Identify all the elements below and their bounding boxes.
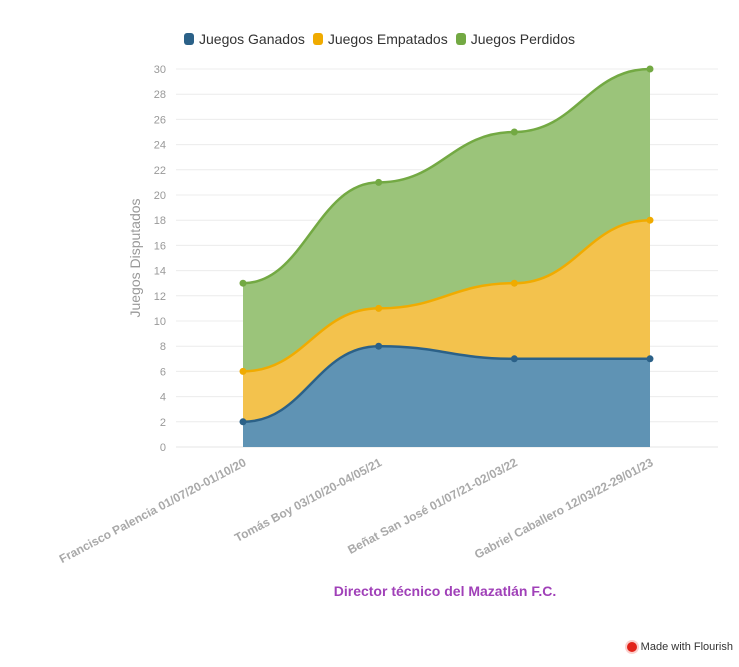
point-empatados (646, 216, 654, 224)
legend-label-ganados: Juegos Ganados (199, 31, 305, 47)
legend-swatch-empatados (312, 33, 323, 45)
y-tick-label: 10 (154, 316, 166, 328)
y-tick-label: 26 (154, 114, 166, 126)
y-tick-label: 2 (160, 417, 166, 429)
point-empatados (239, 367, 247, 375)
y-tick-label: 18 (154, 215, 166, 227)
point-ganados (375, 342, 383, 350)
point-empatados (510, 279, 518, 287)
point-perdidos (375, 178, 383, 186)
flourish-credit[interactable]: Made with Flourish (626, 641, 733, 653)
y-tick-label: 16 (154, 240, 166, 252)
credit-text: Made with Flourish (640, 641, 733, 653)
y-tick-label: 30 (154, 64, 166, 76)
point-ganados (510, 355, 518, 363)
area-perdidos (243, 69, 650, 372)
point-perdidos (510, 128, 518, 136)
legend-item-ganados[interactable]: Juegos Ganados (184, 31, 305, 47)
legend-swatch-ganados (184, 33, 194, 45)
legend: Juegos Ganados Juegos Empatados Juegos P… (184, 31, 575, 47)
line-perdidos (242, 67, 651, 285)
legend-swatch-perdidos (455, 33, 466, 45)
line-ganados (242, 344, 650, 424)
area-ganados (243, 346, 650, 447)
y-tick-label: 20 (154, 190, 166, 202)
area-empatados (243, 220, 650, 422)
line-empatados (242, 218, 651, 373)
legend-item-empatados[interactable]: Juegos Empatados (312, 31, 448, 47)
y-tick-label: 28 (154, 89, 166, 101)
point-perdidos (646, 65, 654, 73)
y-tick-label: 0 (160, 442, 166, 454)
y-tick-label: 14 (154, 266, 166, 278)
point-ganados (646, 355, 654, 363)
legend-label-perdidos: Juegos Perdidos (470, 31, 576, 47)
point-perdidos (239, 279, 247, 287)
flourish-logo-icon (626, 642, 637, 652)
point-ganados (239, 418, 247, 426)
legend-label-empatados: Juegos Empatados (327, 31, 448, 47)
y-tick-label: 6 (160, 366, 166, 378)
x-tick-label: Tomás Boy 03/10/20-04/05/21 (232, 455, 384, 545)
legend-item-perdidos[interactable]: Juegos Perdidos (455, 31, 576, 47)
y-tick-label: 4 (160, 392, 166, 404)
y-axis-title: Juegos Disputados (127, 198, 143, 317)
x-tick-label: Francisco Palencia 01/07/20-01/10/20 (57, 455, 249, 566)
y-tick-label: 22 (154, 165, 166, 177)
y-tick-label: 12 (154, 291, 166, 303)
point-empatados (375, 304, 383, 312)
x-axis-title: Director técnico del Mazatlán F.C. (333, 583, 557, 599)
y-tick-label: 24 (154, 140, 166, 152)
y-tick-label: 8 (160, 341, 166, 353)
